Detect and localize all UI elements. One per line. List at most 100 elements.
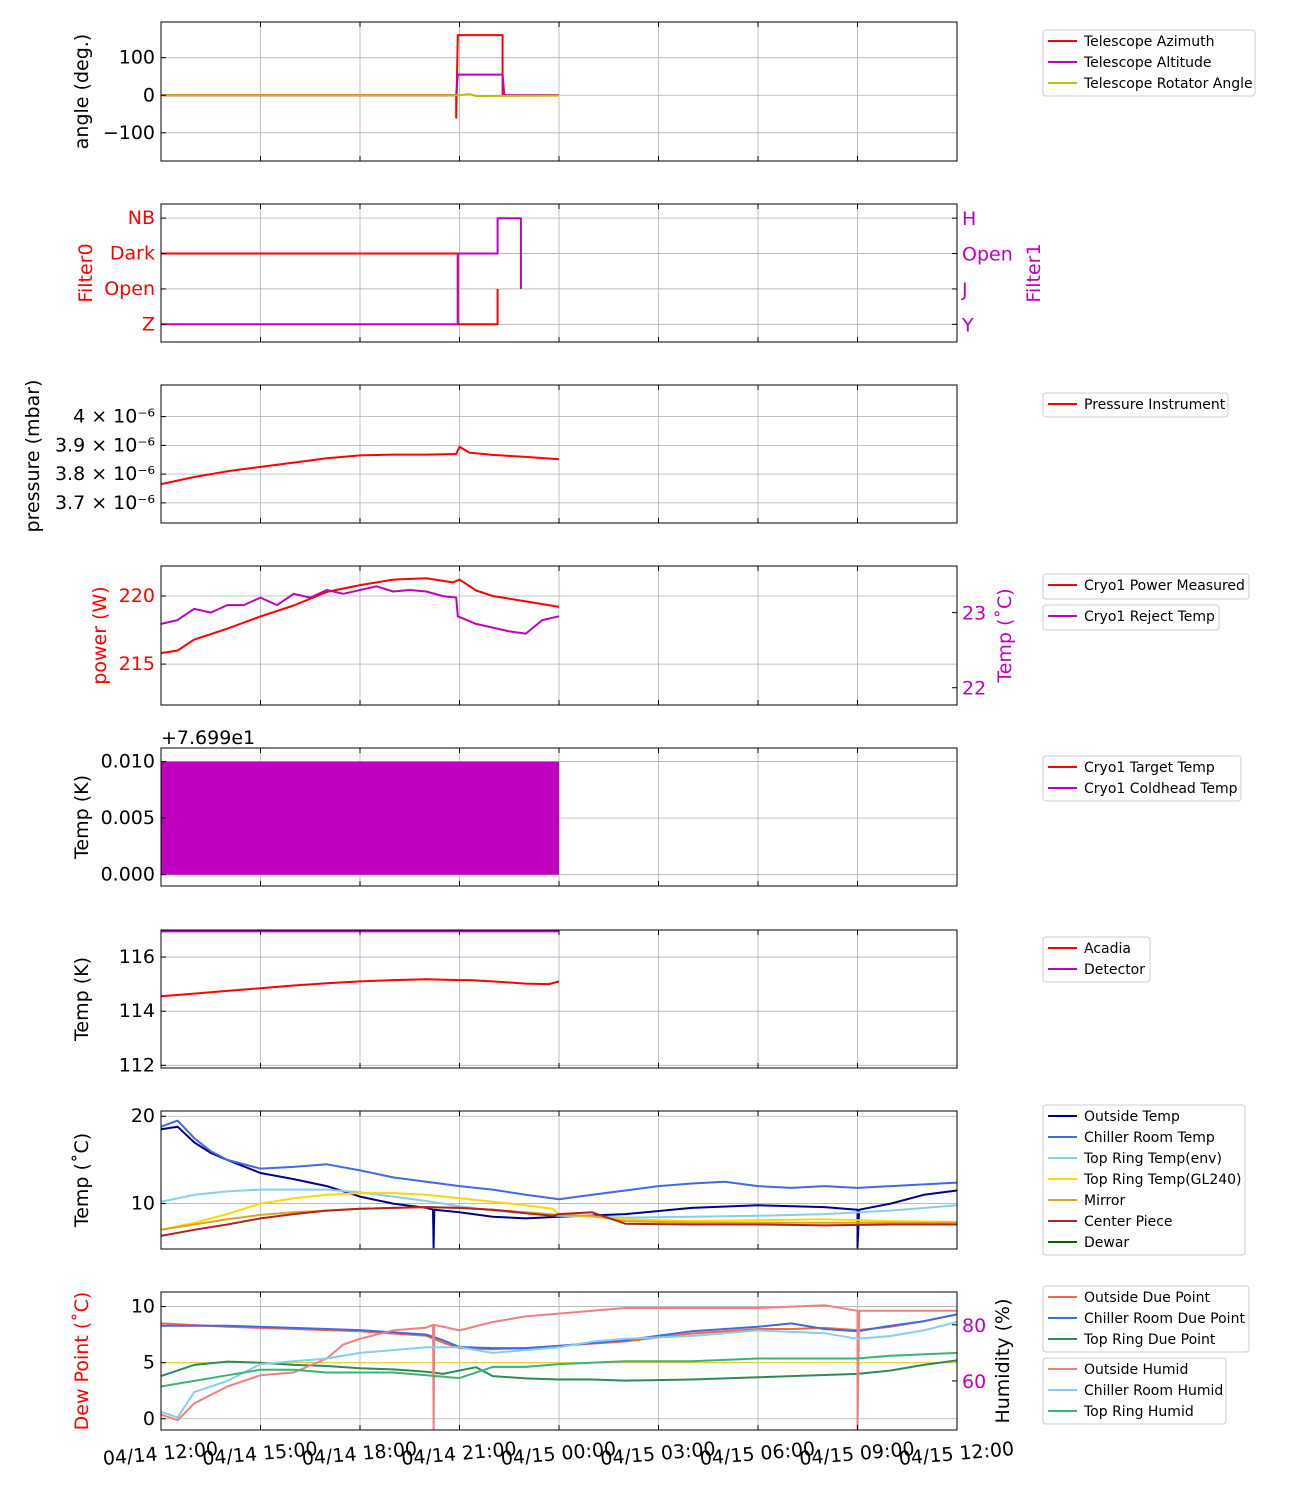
y-tick-label: 0.010 bbox=[101, 751, 155, 773]
y-tick-label: 10 bbox=[131, 1296, 155, 1318]
y-tick-label: 5 bbox=[143, 1352, 155, 1374]
series-line-outside-humid bbox=[161, 1304, 957, 1430]
series-line-chiller-room-due-point bbox=[161, 1313, 957, 1350]
y-tick-label-right: J bbox=[961, 279, 968, 301]
y-axis-label: Temp (K) bbox=[71, 775, 93, 860]
y-tick-label: Z bbox=[142, 313, 155, 335]
legend-label: Top Ring Due Point bbox=[1083, 1332, 1216, 1348]
legend-label: Detector bbox=[1084, 962, 1145, 978]
y-axis-label: power (W) bbox=[89, 586, 111, 684]
y-tick-label-right: 60 bbox=[962, 1371, 986, 1393]
legend-label: Mirror bbox=[1084, 1193, 1125, 1209]
chart-panel-2: Z Open Dark NB YJ Open H Filter0 Filter1 bbox=[75, 203, 1045, 343]
legend-frame bbox=[1042, 755, 1242, 802]
legend-frame bbox=[1042, 392, 1229, 418]
legend: Telescope Azimuth Telescope Altitude Teles… bbox=[1042, 29, 1256, 97]
legend-label: Cryo1 Target Temp bbox=[1084, 760, 1215, 776]
chart-panel-3: 4 × 10⁻⁶ 3.9 × 10⁻⁶ 3.8 × 10⁻⁶ 3.7 × 10⁻⁶ pr… bbox=[22, 380, 1229, 533]
series-line-top-ring-humid bbox=[161, 1351, 957, 1388]
legend-label: Center Piece bbox=[1084, 1214, 1173, 1230]
y-tick-label: 3.8 × 10⁻⁶ bbox=[55, 463, 155, 485]
series-line-top-ring-temp-gl240- bbox=[161, 1192, 957, 1231]
legend-label: Telescope Rotator Angle bbox=[1083, 76, 1253, 92]
legend-label: Cryo1 Power Measured bbox=[1084, 578, 1245, 594]
y-axis-label: Temp (K) bbox=[71, 957, 93, 1042]
y-tick-label-right: Open bbox=[962, 244, 1013, 266]
y-tick-label: 112 bbox=[119, 1054, 155, 1076]
x-tick-label: 04/15 12:00 bbox=[898, 1438, 1015, 1470]
chart-panel-5: 0.010 0.005 0.000 Temp (K) +7.699e1 Cryo1 Tar… bbox=[71, 727, 1242, 887]
chart-panel-6: 116 114 112 Temp (K) Acadia Detector bbox=[71, 929, 1151, 1076]
chart-panel-7: 20 10 Temp (˚C) Outside Temp Chiller Room Te… bbox=[71, 1104, 1246, 1256]
y-tick-label: −100 bbox=[103, 122, 155, 144]
legend-label: Outside Due Point bbox=[1084, 1290, 1211, 1306]
legend-label: Cryo1 Reject Temp bbox=[1084, 609, 1215, 625]
y-tick-label: 3.7 × 10⁻⁶ bbox=[55, 492, 155, 514]
legend-label: Pressure Instrument bbox=[1084, 397, 1226, 413]
legend-label: Telescope Azimuth bbox=[1083, 34, 1214, 50]
y-offset-label: +7.699e1 bbox=[161, 727, 255, 749]
legend: Cryo1 Reject Temp bbox=[1042, 604, 1220, 631]
legend-frame bbox=[1042, 604, 1220, 631]
legend-label: Chiller Room Due Point bbox=[1084, 1311, 1245, 1327]
y-tick-label: 100 bbox=[119, 47, 155, 69]
series-line-acadia bbox=[161, 978, 560, 998]
legend: Pressure Instrument bbox=[1042, 392, 1229, 418]
y-tick-label: 10 bbox=[131, 1193, 155, 1215]
legend: Outside Due Point Chiller Room Due Point T… bbox=[1042, 1285, 1250, 1353]
y-tick-label-right: 22 bbox=[962, 678, 986, 700]
y-tick-label: 220 bbox=[119, 585, 155, 607]
y-tick-label: NB bbox=[128, 207, 155, 229]
legend-frame bbox=[1042, 1285, 1250, 1353]
legend-label: Top Ring Temp(env) bbox=[1083, 1151, 1222, 1167]
y-tick-label: 114 bbox=[119, 1000, 155, 1022]
legend-label: Outside Humid bbox=[1084, 1362, 1188, 1378]
y-tick-label: 4 × 10⁻⁶ bbox=[73, 406, 155, 428]
series-line-outside-temp bbox=[161, 1125, 957, 1249]
legend-label: Outside Temp bbox=[1084, 1109, 1180, 1125]
legend-frame bbox=[1042, 29, 1256, 97]
series-line-chiller-room-humid bbox=[161, 1321, 957, 1419]
y-tick-label: 20 bbox=[131, 1105, 155, 1127]
y-tick-label: 0 bbox=[143, 1408, 155, 1430]
y-tick-label: 0.000 bbox=[101, 864, 155, 886]
legend: Cryo1 Target Temp Cryo1 Coldhead Temp bbox=[1042, 755, 1242, 802]
y-tick-label-right: 23 bbox=[962, 603, 986, 625]
legend: Cryo1 Power Measured bbox=[1042, 573, 1250, 600]
series-line-chiller-room-temp bbox=[161, 1119, 957, 1201]
legend-frame bbox=[1042, 1104, 1246, 1256]
series-line-filter1 bbox=[161, 217, 522, 326]
y-tick-label: 116 bbox=[119, 946, 155, 968]
series-line-top-ring-due-point bbox=[161, 1359, 957, 1382]
legend-frame bbox=[1042, 573, 1250, 600]
y-axis-label: Dew Point (˚C) bbox=[71, 1292, 93, 1431]
y-axis-label-right: Filter1 bbox=[1023, 243, 1045, 302]
series-line-center-piece bbox=[161, 1206, 957, 1237]
y-tick-label: 3.9 × 10⁻⁶ bbox=[55, 434, 155, 456]
y-tick-label-right: 80 bbox=[962, 1315, 986, 1337]
legend-label: Chiller Room Humid bbox=[1084, 1383, 1223, 1399]
y-tick-label: Dark bbox=[110, 243, 155, 265]
y-axis-label-right: Temp (˚C) bbox=[994, 588, 1016, 683]
y-axis-label: pressure (mbar) bbox=[22, 380, 44, 533]
series-line-top-ring-temp-env- bbox=[161, 1188, 957, 1219]
series-line-cryo1-reject-temp bbox=[161, 585, 560, 635]
legend-label: Chiller Room Temp bbox=[1084, 1130, 1215, 1146]
legend-label: Acadia bbox=[1084, 941, 1131, 957]
legend: Outside Temp Chiller Room Temp Top Ring Te… bbox=[1042, 1104, 1246, 1256]
legend: Outside Humid Chiller Room Humid Top Ring … bbox=[1042, 1357, 1227, 1425]
series-line-telescope-rotator-angle bbox=[161, 93, 560, 97]
y-axis-label: angle (deg.) bbox=[71, 34, 93, 149]
y-tick-label-right: H bbox=[962, 208, 976, 230]
y-tick-label: 215 bbox=[119, 653, 155, 675]
y-axis-label: Temp (˚C) bbox=[71, 1133, 93, 1228]
series-line-pressure-instrument bbox=[161, 445, 560, 486]
legend-frame bbox=[1042, 1357, 1227, 1425]
series-area-cryo1-coldhead-temp bbox=[161, 761, 559, 875]
legend-label: Dewar bbox=[1084, 1235, 1129, 1251]
y-tick-label: 0 bbox=[143, 84, 155, 106]
y-tick-label-right: Y bbox=[961, 314, 974, 336]
legend-label: Telescope Altitude bbox=[1083, 55, 1212, 71]
